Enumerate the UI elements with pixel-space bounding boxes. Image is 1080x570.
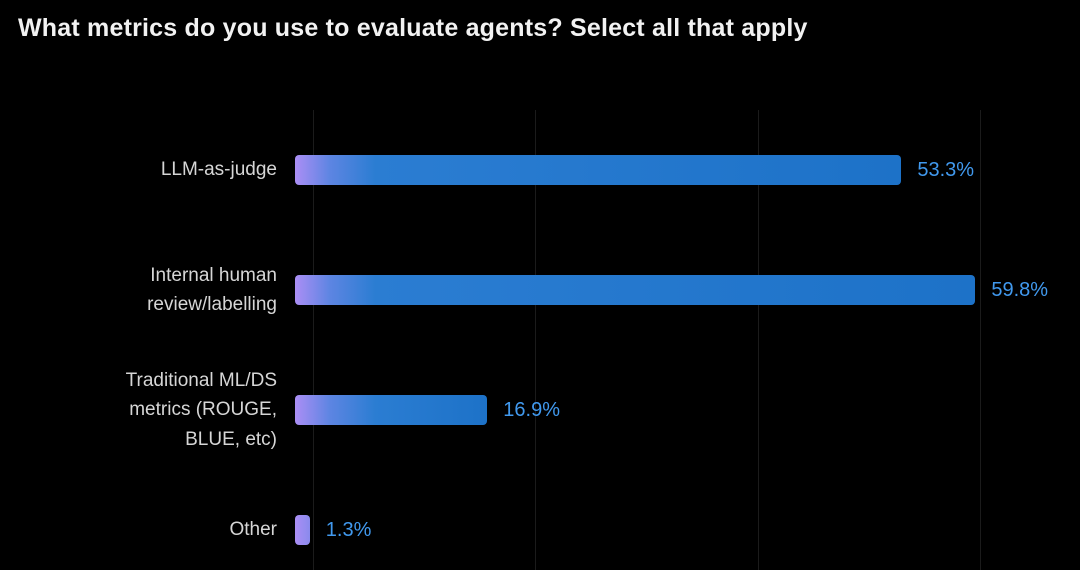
category-label: Traditional ML/DS metrics (ROUGE, BLUE, … [125,369,277,450]
chart-title: What metrics do you use to evaluate agen… [18,14,808,42]
value-label: 1.3% [325,518,372,541]
bar-track: 59.8% [295,275,1080,305]
value-label: 53.3% [917,158,975,181]
bar-track: 1.3% [295,515,1080,545]
bar [295,395,488,425]
bar-row: LLM-as-judge 53.3% [0,110,1080,230]
category-label: Internal human review/labelling [147,264,277,315]
chart-area: LLM-as-judge 53.3% Internal human review… [0,110,1080,570]
bar [295,515,310,545]
bar-row: Traditional ML/DS metrics (ROUGE, BLUE, … [0,350,1080,470]
bar [295,275,976,305]
value-label: 59.8% [991,278,1049,301]
bar-row: Internal human review/labelling 59.8% [0,230,1080,350]
value-label: 16.9% [503,398,560,421]
category-label: LLM-as-judge [160,159,277,181]
category-label: Other [229,519,277,541]
bar-row: Other 1.3% [0,470,1080,570]
bar-track: 53.3% [295,155,1080,185]
bar-rows: LLM-as-judge 53.3% Internal human review… [0,110,1080,570]
bar-track: 16.9% [295,395,1080,425]
bar [295,155,902,185]
